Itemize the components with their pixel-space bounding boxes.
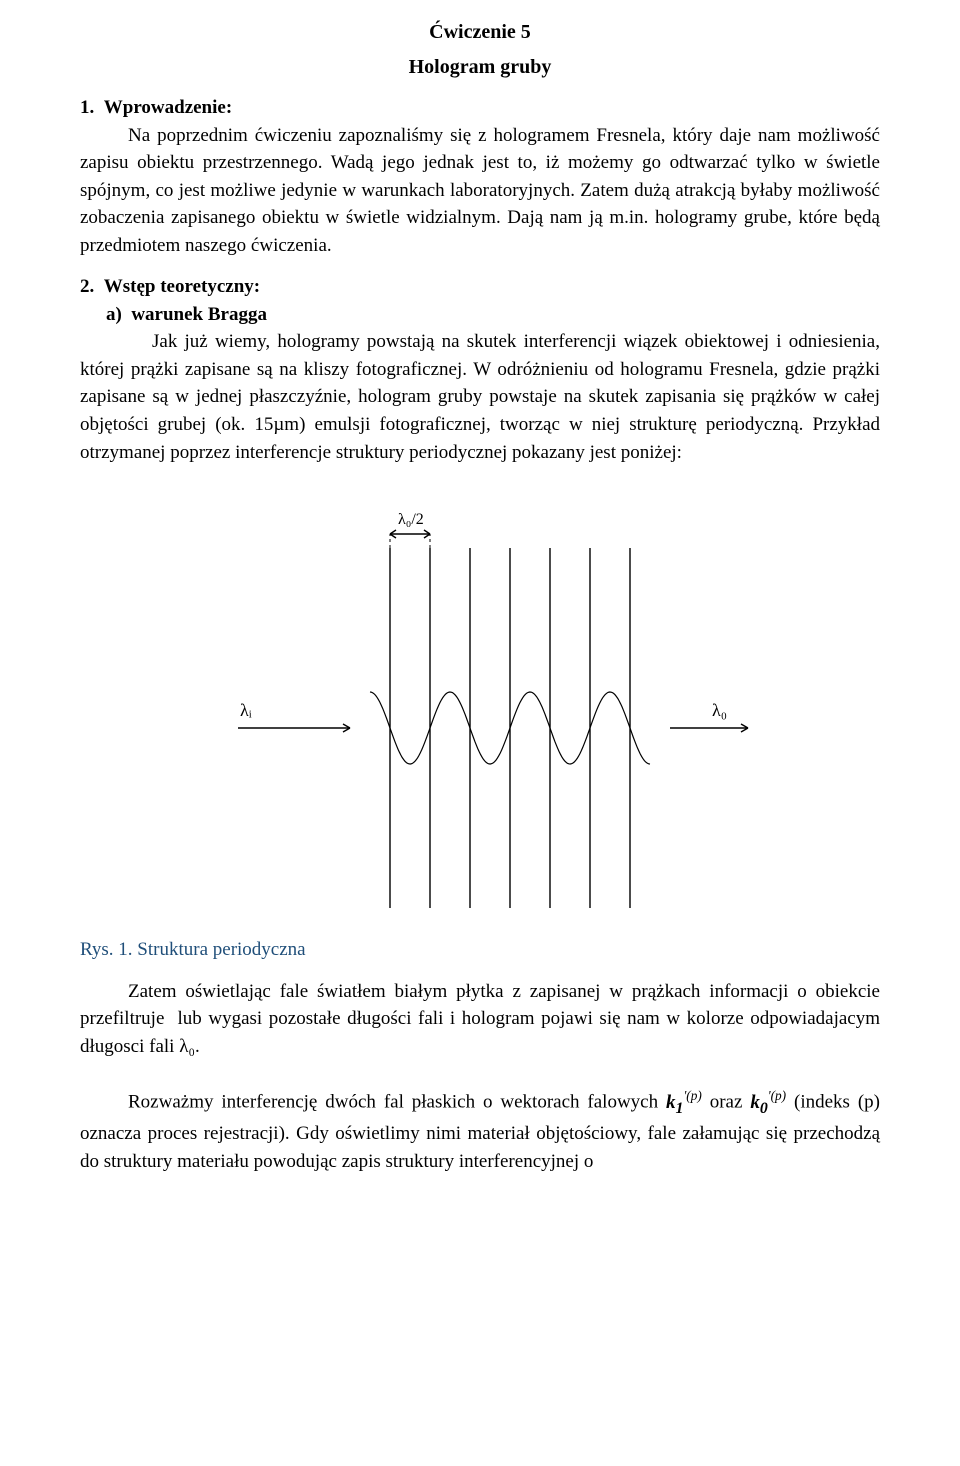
svg-text:λᵢ: λᵢ bbox=[240, 700, 252, 720]
final-mid: oraz bbox=[702, 1092, 751, 1113]
after-figure-paragraph: Zatem oświetlając fale światłem białym p… bbox=[80, 978, 880, 1061]
periodic-structure-diagram: λ₀/2 λᵢ λ₀ bbox=[200, 488, 760, 918]
intro-heading: 1. Wprowadzenie: bbox=[80, 94, 880, 122]
figure-caption: Rys. 1. Struktura periodyczna bbox=[80, 936, 880, 964]
doc-subtitle: Hologram gruby bbox=[80, 53, 880, 82]
figure-wrapper: λ₀/2 λᵢ λ₀ bbox=[80, 488, 880, 918]
sect2a-label: a) warunek Bragga bbox=[80, 301, 880, 329]
final-paragraph: Rozważmy interferencję dwóch fal płaskic… bbox=[80, 1086, 880, 1175]
sect2-heading: 2. Wstęp teoretyczny: bbox=[80, 273, 880, 301]
doc-title: Ćwiczenie 5 bbox=[80, 18, 880, 47]
svg-text:λ₀/2: λ₀/2 bbox=[398, 511, 424, 528]
sect2a-body: Jak już wiemy, hologramy powstają na sku… bbox=[80, 328, 880, 466]
svg-text:λ₀: λ₀ bbox=[712, 700, 727, 720]
final-prefix: Rozważmy interferencję dwóch fal płaskic… bbox=[128, 1092, 666, 1113]
intro-body: Na poprzednim ćwiczeniu zapoznaliśmy się… bbox=[80, 122, 880, 260]
